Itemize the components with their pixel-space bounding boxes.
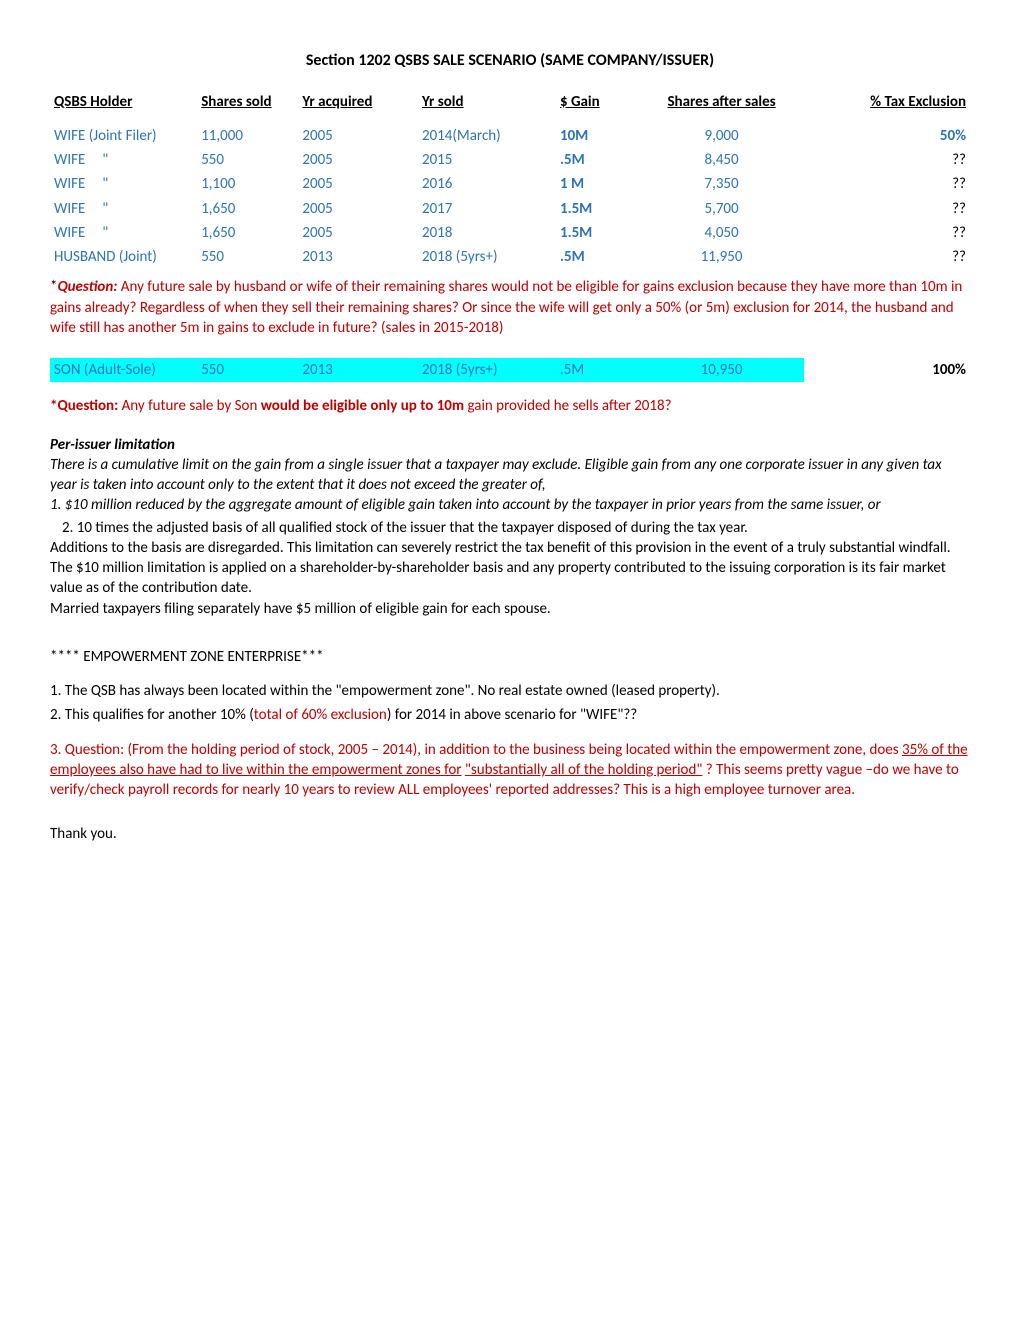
question-2: *Question: Any future sale by Son would …	[50, 396, 970, 416]
header-shares-after: Shares after sales	[639, 90, 805, 114]
cell-holder: WIFE "	[50, 221, 197, 245]
table-row: WIFE " 550 2005 2015 .5M 8,450 ??	[50, 148, 970, 172]
cell-shares-after: 11,950	[639, 245, 805, 269]
empowerment-item-2-post: ) for 2014 in above scenario for "WIFE"?…	[387, 706, 637, 724]
empowerment-item-2-pre: 2. This qualifies for another 10% (	[50, 706, 254, 724]
cell-shares-after: 4,050	[639, 221, 805, 245]
cell-yr-acquired: 2005	[298, 221, 418, 245]
cell-yr-acquired: 2005	[298, 197, 418, 221]
closing: Thank you.	[50, 824, 970, 844]
son-row: SON (Adult-Sole) 550 2013 2018 (5yrs+) .…	[50, 358, 970, 382]
cell-gain: .5M	[556, 148, 639, 172]
question-1: *Question: Any future sale by husband or…	[50, 277, 970, 338]
cell-yr-sold: 2014(March)	[418, 124, 556, 148]
cell-shares-after: 9,000	[639, 124, 805, 148]
cell-yr-sold: 2018 (5yrs+)	[418, 245, 556, 269]
cell-gain: 1.5M	[556, 221, 639, 245]
empowerment-item-2-red: total of 60% exclusion	[254, 706, 387, 724]
header-shares-sold: Shares sold	[197, 90, 298, 114]
cell-exclusion: ??	[804, 221, 970, 245]
cell-yr-sold: 2015	[418, 148, 556, 172]
table-header-row: QSBS Holder Shares sold Yr acquired Yr s…	[50, 90, 970, 114]
cell-exclusion: 50%	[804, 124, 970, 148]
question-1-text: Any future sale by husband or wife of th…	[50, 278, 962, 337]
empowerment-item-3-pre: 3. Question: (From the holding period of…	[50, 741, 902, 759]
header-exclusion: % Tax Exclusion	[804, 90, 970, 114]
cell-shares-sold: 550	[197, 358, 298, 382]
cell-shares-sold: 11,000	[197, 124, 298, 148]
cell-gain: .5M	[556, 245, 639, 269]
empowerment-heading: **** EMPOWERMENT ZONE ENTERPRISE***	[50, 647, 970, 667]
cell-holder: WIFE "	[50, 172, 197, 196]
per-issuer-heading: Per-issuer limitation	[50, 435, 970, 455]
header-holder: QSBS Holder	[50, 90, 197, 114]
cell-shares-sold: 1,100	[197, 172, 298, 196]
cell-shares-sold: 550	[197, 245, 298, 269]
cell-shares-after: 7,350	[639, 172, 805, 196]
table-row: HUSBAND (Joint) 550 2013 2018 (5yrs+) .5…	[50, 245, 970, 269]
table-row: WIFE " 1,100 2005 2016 1 M 7,350 ??	[50, 172, 970, 196]
empowerment-item-3-u2: "substantially all of the holding period…	[465, 761, 702, 779]
cell-yr-acquired: 2005	[298, 172, 418, 196]
cell-exclusion: 100%	[804, 358, 970, 382]
per-issuer-p2: 1. $10 million reduced by the aggregate …	[50, 495, 970, 515]
cell-yr-sold: 2018 (5yrs+)	[418, 358, 556, 382]
cell-shares-sold: 550	[197, 148, 298, 172]
question-2-text1: Any future sale by Son	[118, 397, 261, 415]
table-row: WIFE " 1,650 2005 2017 1.5M 5,700 ??	[50, 197, 970, 221]
cell-gain: 1 M	[556, 172, 639, 196]
cell-shares-after: 5,700	[639, 197, 805, 221]
header-yr-acquired: Yr acquired	[298, 90, 418, 114]
empowerment-item-2: 2. This qualifies for another 10% (total…	[50, 705, 970, 725]
cell-holder: WIFE (Joint Filer)	[50, 124, 197, 148]
cell-gain: .5M	[556, 358, 639, 382]
qsbs-table: QSBS Holder Shares sold Yr acquired Yr s…	[50, 90, 970, 270]
table-row: WIFE " 1,650 2005 2018 1.5M 4,050 ??	[50, 221, 970, 245]
header-gain: $ Gain	[556, 90, 639, 114]
per-issuer-p4: Additions to the basis are disregarded. …	[50, 538, 970, 558]
son-table: SON (Adult-Sole) 550 2013 2018 (5yrs+) .…	[50, 358, 970, 382]
cell-holder: WIFE "	[50, 197, 197, 221]
per-issuer-p6: Married taxpayers filing separately have…	[50, 599, 970, 619]
per-issuer-p5: The $10 million limitation is applied on…	[50, 558, 970, 599]
cell-shares-sold: 1,650	[197, 197, 298, 221]
cell-yr-acquired: 2013	[298, 245, 418, 269]
cell-yr-sold: 2016	[418, 172, 556, 196]
document-title: Section 1202 QSBS SALE SCENARIO (SAME CO…	[50, 50, 970, 72]
header-yr-sold: Yr sold	[418, 90, 556, 114]
cell-yr-acquired: 2005	[298, 124, 418, 148]
question-2-bold: would be eligible only up to 10m	[261, 397, 464, 415]
question-1-label: Question:	[57, 278, 117, 296]
cell-exclusion: ??	[804, 197, 970, 221]
cell-exclusion: ??	[804, 245, 970, 269]
cell-holder: HUSBAND (Joint)	[50, 245, 197, 269]
cell-gain: 1.5M	[556, 197, 639, 221]
cell-gain: 10M	[556, 124, 639, 148]
cell-shares-after: 10,950	[639, 358, 805, 382]
cell-holder: WIFE "	[50, 148, 197, 172]
cell-exclusion: ??	[804, 148, 970, 172]
empowerment-item-3: 3. Question: (From the holding period of…	[50, 740, 970, 801]
question-2-label: *Question:	[50, 397, 118, 415]
per-issuer-p1: There is a cumulative limit on the gain …	[50, 455, 970, 496]
table-row: WIFE (Joint Filer) 11,000 2005 2014(Marc…	[50, 124, 970, 148]
cell-yr-sold: 2018	[418, 221, 556, 245]
cell-yr-sold: 2017	[418, 197, 556, 221]
cell-shares-after: 8,450	[639, 148, 805, 172]
cell-exclusion: ??	[804, 172, 970, 196]
cell-holder: SON (Adult-Sole)	[50, 358, 197, 382]
question-2-text2: gain provided he sells after 2018?	[464, 397, 671, 415]
cell-shares-sold: 1,650	[197, 221, 298, 245]
cell-yr-acquired: 2013	[298, 358, 418, 382]
empowerment-item-1: 1. The QSB has always been located withi…	[50, 681, 970, 701]
per-issuer-p3: 2. 10 times the adjusted basis of all qu…	[50, 518, 970, 538]
cell-yr-acquired: 2005	[298, 148, 418, 172]
